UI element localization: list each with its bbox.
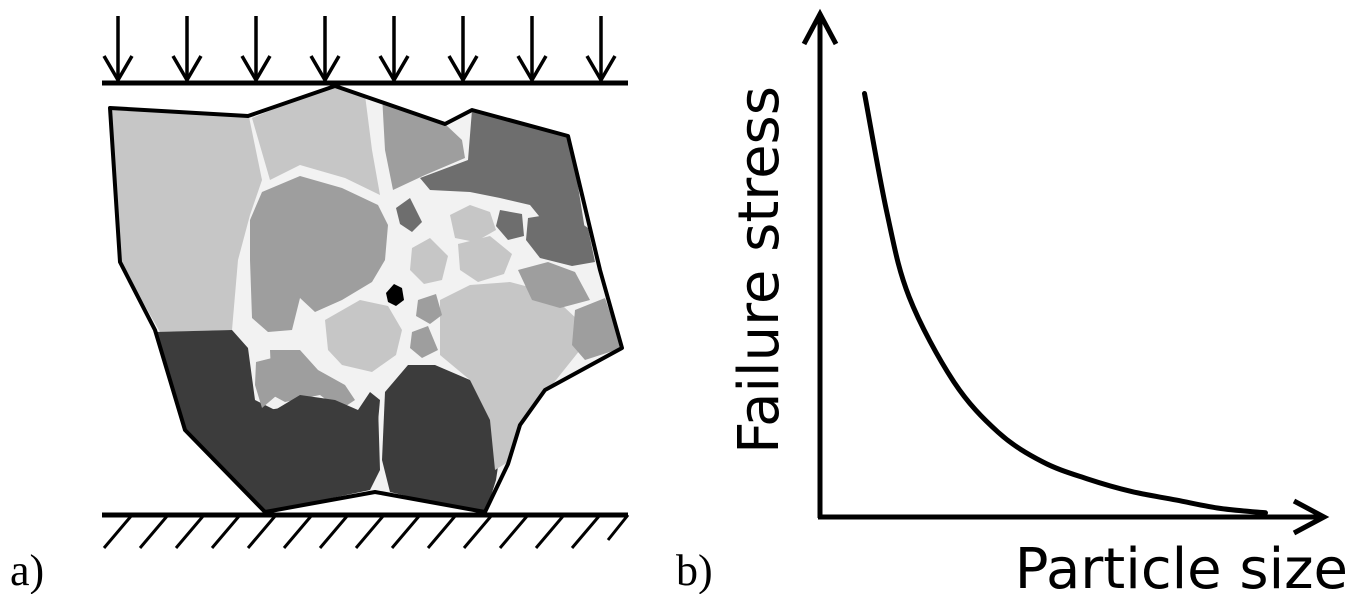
y-axis-label: Failure stress [727,86,792,454]
fragment [450,205,496,242]
fragment [252,86,380,195]
fragment [382,365,502,512]
fragment [410,326,438,358]
panel-b: Failure stress Particle size b) [676,8,1348,594]
fragment [325,300,402,372]
fragment [268,398,380,510]
fractured-particle [108,84,624,514]
x-axis-arrowhead [1292,498,1330,536]
fragment [526,212,595,266]
particle-outline [108,84,624,514]
fragment [255,358,276,408]
hatching [102,514,630,549]
failure-stress-curve [862,91,1268,516]
panel-b-label: b) [676,546,713,594]
fragment [410,238,448,284]
fragment [416,294,442,324]
load-arrow [309,16,341,84]
x-axis-label: Particle size [1015,537,1348,594]
load-arrow [171,16,203,84]
fragment [420,110,585,232]
load-arrow [585,16,617,84]
fragment [270,350,355,410]
central-void [386,284,404,306]
fragment [440,282,580,470]
load-arrow [102,16,134,84]
panel-a: a) [10,16,630,594]
fragment [518,262,590,308]
load-arrows [102,16,617,84]
fragment [396,198,422,232]
fragment [382,95,465,190]
y-axis-arrowhead [801,8,839,46]
load-arrow [378,16,410,84]
bottom-support [102,512,630,549]
fragment [250,176,388,332]
load-arrow [516,16,548,84]
load-arrow [240,16,272,84]
fragment [572,298,622,360]
load-arrow [447,16,479,84]
panel-a-label: a) [10,546,44,594]
fragment [458,236,512,282]
fragment [496,210,524,240]
fragment [110,105,262,332]
